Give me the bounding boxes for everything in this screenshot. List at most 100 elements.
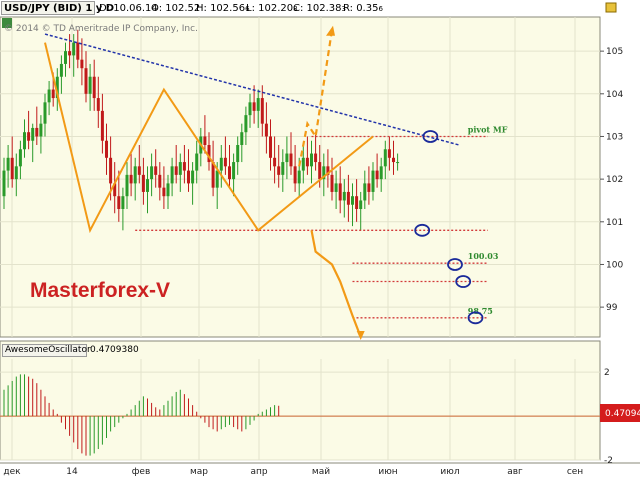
- candle-body: [363, 183, 367, 201]
- brand-watermark: Masterforex-V: [30, 279, 171, 302]
- candle-body: [367, 183, 371, 192]
- candle-body: [318, 162, 322, 180]
- candle-body: [396, 162, 400, 164]
- candle-body: [96, 98, 100, 111]
- candle-body: [158, 174, 162, 188]
- settings-icon: [605, 2, 617, 13]
- candle-body: [14, 166, 18, 180]
- candle-body: [383, 149, 387, 167]
- candle-body: [125, 174, 129, 197]
- candle-body: [68, 51, 72, 56]
- candle-body: [121, 196, 125, 209]
- candle-body: [47, 89, 51, 103]
- y-tick-label: 100: [606, 260, 623, 270]
- x-tick-label: 14: [66, 467, 78, 477]
- candle-body: [31, 127, 35, 141]
- candle-body: [150, 166, 154, 180]
- candle-body: [174, 166, 178, 175]
- candle-body: [346, 191, 350, 205]
- candle-body: [187, 170, 190, 184]
- candle-body: [100, 110, 104, 141]
- y-tick-label: 101: [606, 218, 623, 228]
- candle-body: [252, 102, 256, 111]
- target-circle: [467, 311, 484, 325]
- candle-body: [240, 132, 244, 145]
- oscillator-zero: 0: [133, 345, 139, 355]
- symbol-box[interactable]: [1, 1, 95, 15]
- candle-body: [109, 157, 113, 184]
- level-label: 98.75: [468, 306, 493, 316]
- oscillator-name-box[interactable]: [2, 344, 87, 357]
- candle-body: [92, 76, 96, 99]
- candle-body: [178, 162, 182, 175]
- candle-body: [170, 166, 174, 184]
- candle-body: [137, 166, 141, 175]
- target-circle: [455, 275, 472, 288]
- low-value: L: 102.208: [246, 3, 298, 14]
- candle-body: [277, 166, 281, 175]
- candle-body: [113, 183, 117, 197]
- candle-body: [256, 98, 260, 111]
- oscillator-pane[interactable]: [0, 340, 601, 461]
- candle-body: [211, 162, 215, 188]
- candle-body: [141, 174, 145, 192]
- candle-body: [326, 166, 330, 175]
- candle-body: [314, 153, 318, 163]
- candle-body: [51, 89, 55, 99]
- y-tick-label: 99: [606, 303, 618, 313]
- open-value: O: 102.52: [151, 3, 201, 14]
- candle-body: [27, 132, 31, 141]
- candle-body: [375, 170, 379, 180]
- candle-body: [39, 123, 43, 137]
- level-label: 100.03: [468, 251, 499, 261]
- candle-body: [2, 170, 6, 197]
- range-value: R: 0.356: [343, 3, 383, 14]
- candle-body: [80, 59, 84, 69]
- candle-body: [105, 140, 108, 158]
- x-tick-label: дек: [3, 467, 21, 477]
- x-tick-label: апр: [250, 467, 267, 477]
- level-label: pivot MF: [468, 124, 508, 134]
- oscillator-name[interactable]: AwesomeOscillator: [5, 345, 91, 355]
- candle-body: [219, 157, 223, 171]
- candle-body: [371, 170, 375, 192]
- resistance-trendline: [44, 33, 460, 146]
- candle-body: [334, 183, 338, 192]
- candle-body: [285, 153, 289, 163]
- target-circle: [414, 223, 431, 237]
- candle-body: [10, 157, 14, 180]
- candle-body: [355, 196, 359, 209]
- target-circle: [422, 130, 439, 143]
- projection-up: [298, 29, 334, 167]
- x-tick-label: мар: [190, 467, 208, 477]
- arrow-down-icon: [356, 331, 365, 340]
- y-tick-label: 105: [606, 47, 623, 57]
- candle-body: [264, 123, 268, 137]
- candle-body: [301, 157, 305, 171]
- y-tick-label: 103: [606, 132, 623, 142]
- candle-body: [260, 98, 264, 124]
- candle-body: [322, 166, 326, 180]
- candle-body: [228, 166, 231, 180]
- candle-body: [84, 68, 88, 94]
- symbol-label[interactable]: USD/JPY (BID) 1 y D: [4, 3, 115, 14]
- close-value: C: 102.383: [293, 3, 346, 14]
- y-tick-label: 104: [606, 90, 623, 100]
- high-value: H: 102.566: [196, 3, 250, 14]
- candle-body: [195, 153, 199, 171]
- osc-tick-label: 2: [604, 368, 610, 378]
- candle-body: [88, 76, 92, 94]
- candle-body: [133, 166, 137, 184]
- candle-body: [236, 145, 240, 163]
- candle-body: [387, 149, 391, 158]
- candle-body: [23, 132, 26, 150]
- candle-body: [330, 174, 334, 192]
- oscillator-bars: [3, 374, 280, 456]
- date-value: D: 10.06.14: [99, 3, 158, 14]
- copyright-watermark: © 2014 © TD Ameritrade IP Company, Inc.: [4, 24, 198, 34]
- grid: [0, 17, 600, 461]
- candle-body: [129, 174, 133, 184]
- candle-body: [18, 149, 22, 167]
